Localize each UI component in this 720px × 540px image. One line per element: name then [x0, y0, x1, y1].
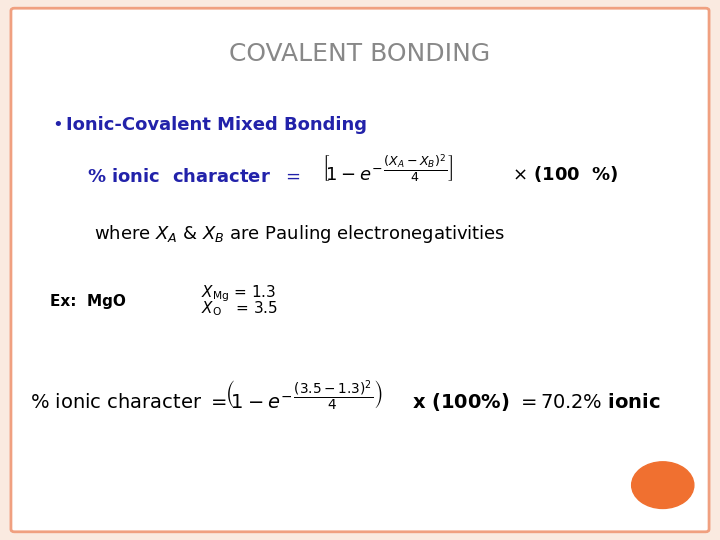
Circle shape — [631, 462, 694, 509]
Text: $X_{\mathrm{O}}$   = 3.5: $X_{\mathrm{O}}$ = 3.5 — [201, 300, 278, 318]
Text: % ionic character $=$: % ionic character $=$ — [30, 393, 226, 411]
Text: $\left(\!1 - e^{-\,\dfrac{(3.5-1.3)^2}{4}}\right)$: $\left(\!1 - e^{-\,\dfrac{(3.5-1.3)^2}{4… — [225, 380, 383, 414]
Text: $X_{\mathrm{Mg}}$ = 1.3: $X_{\mathrm{Mg}}$ = 1.3 — [201, 283, 276, 303]
Text: Ex:  MgO: Ex: MgO — [50, 294, 126, 308]
Text: •: • — [53, 116, 63, 134]
Text: where $X_A$ & $X_B$ are Pauling electronegativities: where $X_A$ & $X_B$ are Pauling electron… — [94, 222, 505, 245]
Text: COVALENT BONDING: COVALENT BONDING — [230, 42, 490, 66]
FancyBboxPatch shape — [11, 8, 709, 532]
Text: x (100%) $= 70.2\%$ ionic: x (100%) $= 70.2\%$ ionic — [412, 391, 660, 413]
Text: Ionic-Covalent Mixed Bonding: Ionic-Covalent Mixed Bonding — [66, 116, 367, 134]
Text: $\left[\!1 - e^{-\,\dfrac{(X_A - X_B)^2}{4}}\right]$: $\left[\!1 - e^{-\,\dfrac{(X_A - X_B)^2}… — [322, 153, 453, 185]
Text: $\times$ (100  %): $\times$ (100 %) — [512, 164, 618, 184]
Text: % ionic  character  $=$: % ionic character $=$ — [87, 168, 300, 186]
